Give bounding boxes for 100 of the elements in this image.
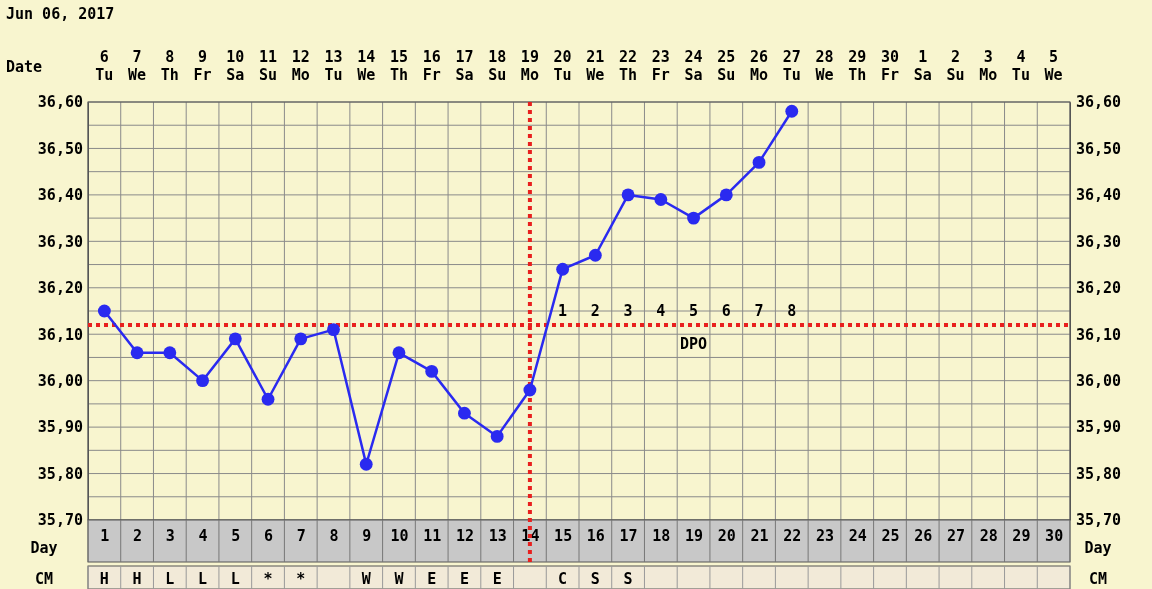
y-tick-label: 36,50 (37, 139, 83, 158)
text: L (230, 570, 240, 588)
y2-tick-label: 36,10 (1076, 325, 1122, 344)
text: S (590, 570, 600, 588)
text: 2 Su (946, 48, 965, 84)
x-tick-label: 5 (231, 526, 241, 545)
annotation: 2 (590, 302, 600, 320)
y2-tick-label: 35,70 (1076, 511, 1122, 530)
y-tick-label: 35,80 (37, 464, 83, 483)
text: H (99, 570, 109, 588)
x-tick-label: 7 (296, 526, 306, 545)
x-tick-label: 24 (848, 526, 867, 545)
point (588, 248, 602, 262)
y2-tick-label: 36,50 (1076, 139, 1122, 158)
annotation: 3 (623, 302, 633, 320)
x-tick-label: 19 (685, 526, 704, 545)
text: 13 Tu (324, 48, 343, 84)
point (425, 364, 439, 378)
text: * (296, 570, 306, 588)
x-tick-label: 18 (652, 526, 671, 545)
text: CM (1088, 570, 1108, 588)
point (261, 392, 275, 406)
text: * (263, 570, 273, 588)
text: E (492, 570, 502, 588)
text: 3 Mo (979, 48, 998, 84)
y-tick-label: 35,90 (37, 418, 83, 437)
text: 21 We (586, 48, 605, 84)
text: 24 Sa (684, 48, 703, 84)
text: Date (6, 58, 43, 76)
y2-tick-label: 36,40 (1076, 186, 1122, 205)
point (785, 104, 799, 118)
point (621, 188, 635, 202)
text: W (361, 570, 372, 588)
x-tick-label: 14 (521, 526, 540, 545)
x-tick-label: 20 (717, 526, 736, 545)
x-tick-label: 11 (423, 526, 442, 545)
x-tick-label: 1 (100, 526, 110, 545)
text: S (623, 570, 633, 588)
y-tick-label: 36,30 (37, 232, 83, 251)
x-tick-label: 23 (815, 526, 835, 545)
annotation: 5 (689, 302, 699, 320)
x-tick-label: 17 (619, 526, 638, 545)
y-tick-label: 36,10 (37, 325, 83, 344)
text: L (165, 570, 175, 588)
x-axis-title: Day (1084, 539, 1112, 557)
text: L (198, 570, 208, 588)
annotation: 6 (721, 302, 731, 320)
x-tick-label: 9 (362, 526, 372, 545)
x-tick-label: 15 (554, 526, 573, 545)
point (654, 193, 668, 206)
x-tick-label: 27 (946, 526, 965, 545)
text: 11 Su (259, 48, 278, 84)
text: CM (34, 570, 54, 588)
y2-tick-label: 36,20 (1076, 279, 1122, 298)
x-tick-label: 8 (329, 526, 339, 545)
point (196, 374, 209, 388)
x-tick-label: 29 (1012, 526, 1031, 545)
chart-title: Jun 06, 2017 (6, 5, 115, 23)
x-tick-label: 22 (783, 526, 802, 545)
point (490, 429, 504, 443)
text: 22 Th (619, 48, 638, 84)
point (458, 406, 471, 420)
y-tick-label: 36,40 (37, 186, 83, 205)
text: 17 Sa (455, 48, 474, 84)
text: 6 Tu (95, 48, 114, 84)
point (752, 155, 766, 169)
x-tick-label: 12 (455, 526, 474, 545)
text: 30 Fr (880, 48, 899, 84)
point (294, 332, 308, 346)
point (163, 346, 177, 360)
x-tick-label: 3 (165, 526, 175, 545)
text: 28 We (815, 48, 834, 84)
point (523, 383, 537, 397)
x-tick-label: 13 (488, 526, 507, 545)
x-tick-label: 21 (750, 526, 769, 545)
x-tick-label: 26 (914, 526, 933, 545)
text: 23 Fr (651, 48, 670, 84)
text: Day (30, 539, 58, 557)
x-tick-label: 10 (390, 526, 409, 545)
y-tick-label: 35,70 (37, 511, 83, 530)
text: C (558, 570, 568, 588)
y2-tick-label: 36,00 (1076, 371, 1122, 390)
text: 18 Su (488, 48, 507, 84)
y2-tick-label: 35,80 (1076, 464, 1122, 483)
x-tick-label: 4 (198, 526, 208, 545)
y2-tick-label: 35,90 (1076, 418, 1122, 437)
annotation: 1 (558, 302, 568, 320)
point (359, 457, 373, 471)
text: 12 Mo (291, 48, 310, 84)
x-tick-label: 30 (1045, 526, 1064, 545)
point (228, 332, 242, 346)
text: 19 Mo (520, 48, 539, 84)
annotation: DPO (680, 334, 708, 353)
point (327, 323, 340, 336)
text: E (459, 570, 469, 588)
text: 27 Tu (782, 48, 801, 84)
y-tick-label: 36,00 (37, 371, 83, 390)
text: 15 Th (389, 48, 408, 84)
point (392, 346, 406, 360)
text: 5 We (1044, 48, 1063, 84)
